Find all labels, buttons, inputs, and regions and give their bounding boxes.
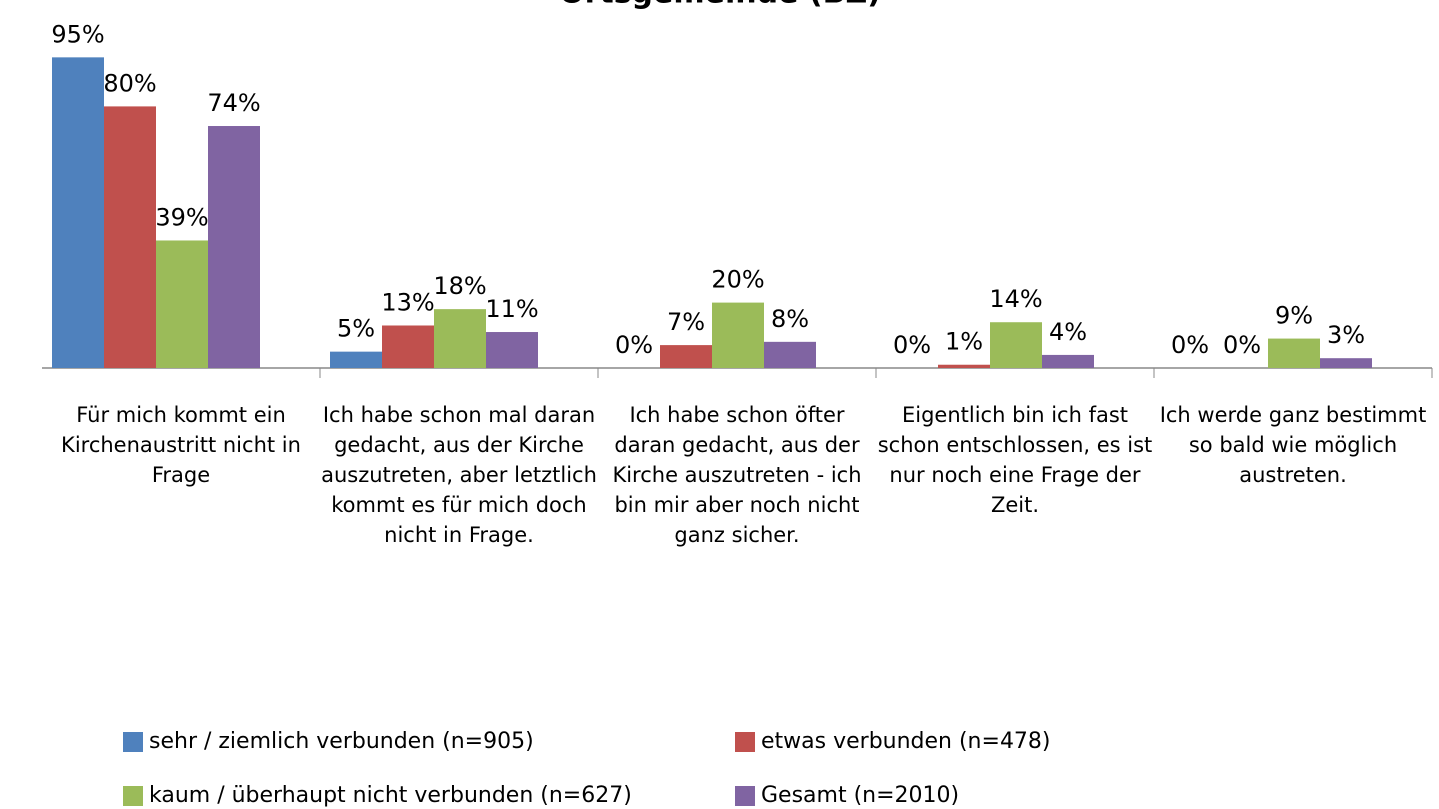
- value-label: 0%: [893, 331, 931, 359]
- bar: [660, 345, 712, 368]
- bar: [156, 240, 208, 368]
- bar: [990, 322, 1042, 368]
- bar: [104, 106, 156, 369]
- x-tick-label: Für mich kommt ein Kirchenaustritt nicht…: [61, 403, 301, 487]
- value-label: 3%: [1327, 321, 1365, 349]
- value-label: 5%: [337, 315, 375, 343]
- bar: [712, 302, 764, 368]
- bar: [938, 364, 990, 368]
- value-label: 95%: [51, 20, 104, 48]
- bar: [382, 325, 434, 368]
- bar: [486, 332, 538, 368]
- legend-label: etwas verbunden (n=478): [761, 729, 1051, 754]
- bar: [208, 126, 260, 369]
- legend-swatch: [735, 786, 755, 806]
- x-tick-label: Ich habe schon mal daran gedacht, aus de…: [321, 403, 597, 547]
- x-tick-label: Ich habe schon öfter daran gedacht, aus …: [612, 403, 862, 547]
- x-tick-label: Eigentlich bin ich fast schon entschloss…: [877, 403, 1153, 517]
- value-label: 0%: [615, 331, 653, 359]
- bar: [1320, 358, 1372, 368]
- bar: [330, 351, 382, 368]
- value-label: 7%: [667, 308, 705, 336]
- legend-swatch: [123, 786, 143, 806]
- bar: [764, 341, 816, 368]
- value-label: 1%: [945, 328, 983, 356]
- bar: [1268, 338, 1320, 368]
- bar: [434, 309, 486, 368]
- bar: [1042, 354, 1094, 368]
- value-label: 13%: [381, 288, 434, 316]
- value-label: 0%: [1171, 331, 1209, 359]
- legend-label: Gesamt (n=2010): [761, 783, 959, 808]
- chart-title: Ortsgemeinde (BZ): [559, 0, 881, 11]
- value-label: 9%: [1275, 302, 1313, 330]
- legend-label: kaum / überhaupt nicht verbunden (n=627): [149, 783, 632, 808]
- value-label: 4%: [1049, 318, 1087, 346]
- legend-swatch: [123, 732, 143, 752]
- value-label: 39%: [155, 203, 208, 231]
- x-tick-label: Ich werde ganz bestimmt so bald wie mögl…: [1159, 403, 1427, 487]
- value-label: 80%: [103, 69, 156, 97]
- legend-swatch: [735, 732, 755, 752]
- value-label: 18%: [433, 272, 486, 300]
- value-label: 74%: [207, 89, 260, 117]
- legend-label: sehr / ziemlich verbunden (n=905): [149, 729, 534, 754]
- value-label: 0%: [1223, 331, 1261, 359]
- bar: [52, 57, 104, 368]
- value-label: 14%: [989, 285, 1042, 313]
- value-label: 8%: [771, 305, 809, 333]
- value-label: 20%: [711, 266, 764, 294]
- value-label: 11%: [485, 295, 538, 323]
